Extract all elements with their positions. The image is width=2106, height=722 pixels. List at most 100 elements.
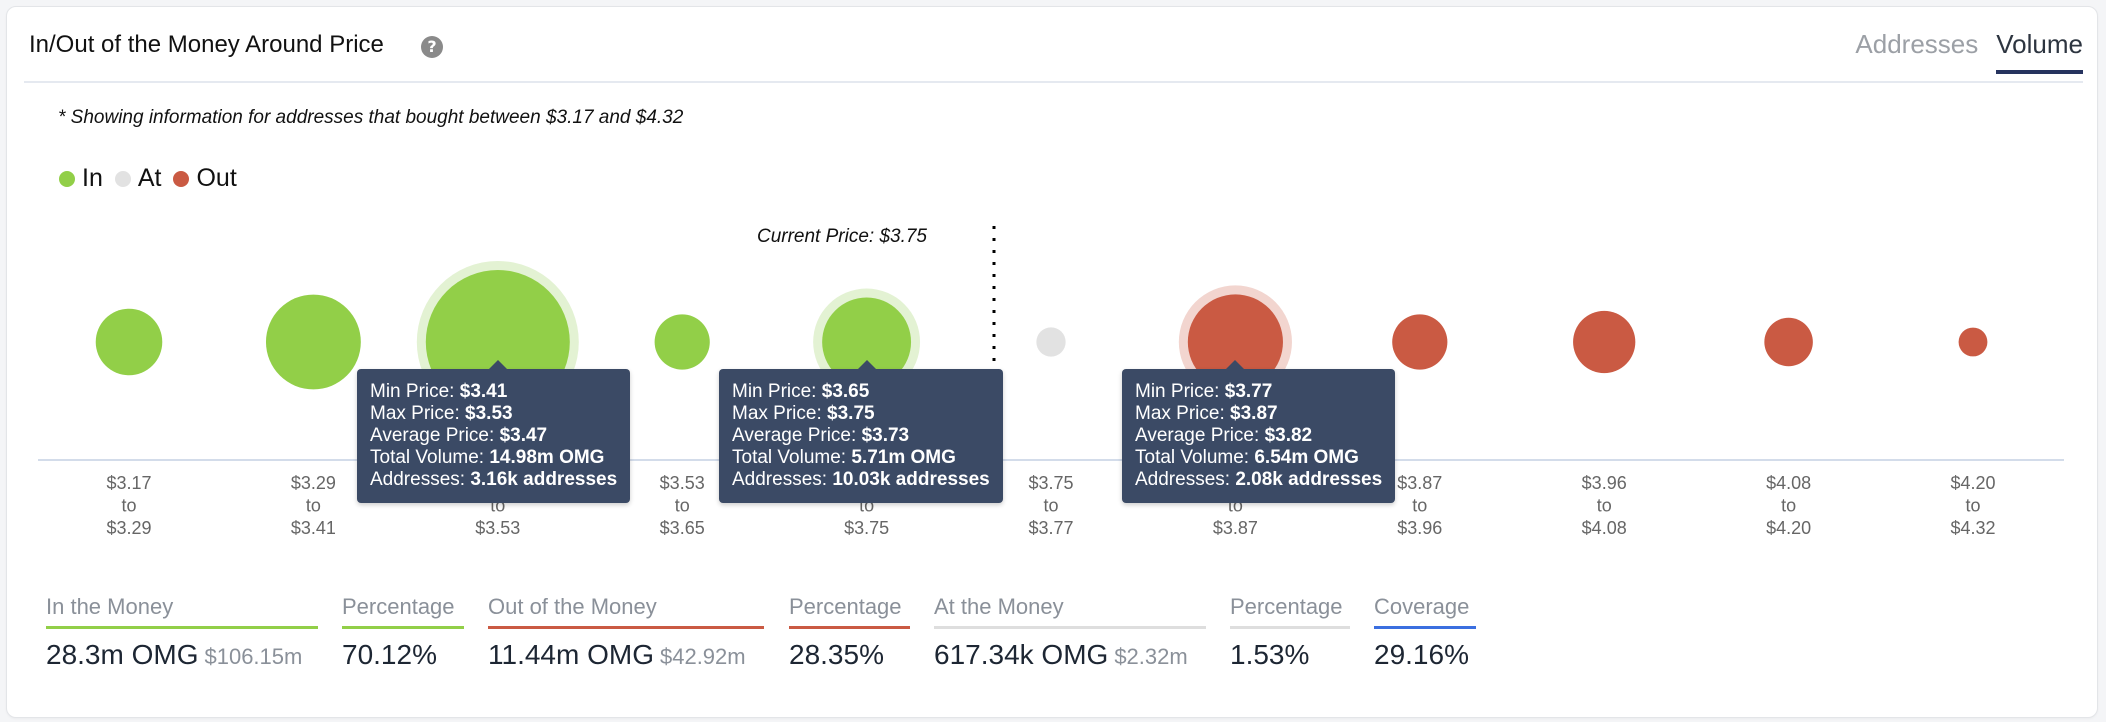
legend-item-at[interactable]: At	[114, 164, 162, 193]
stat-value: 28.35%	[789, 639, 910, 671]
tooltip-row: Total Volume: 5.71m OMG	[732, 447, 990, 469]
stat-value: 70.12%	[342, 639, 464, 671]
tooltip-row: Max Price: $3.87	[1135, 403, 1382, 425]
tooltip-row: Min Price: $3.41	[370, 381, 617, 403]
x-tick-label: $3.29 to $3.41	[291, 473, 336, 538]
bubble-in[interactable]	[654, 314, 710, 370]
tooltip-row-value: $3.65	[821, 381, 870, 402]
stat-percentage: Percentage 1.53%	[1230, 594, 1350, 671]
tooltip-row-value: 6.54m OMG	[1254, 447, 1359, 468]
tooltip-row: Addresses: 2.08k addresses	[1135, 469, 1382, 491]
stat-label: Out of the Money	[488, 594, 764, 629]
legend-dot-out-icon	[173, 170, 190, 187]
chart-legend: In At Out	[59, 164, 237, 193]
tooltip-row-value: $3.73	[861, 425, 910, 446]
stat-label: In the Money	[46, 594, 318, 629]
bubble-out[interactable]	[1958, 327, 1988, 357]
tooltip-row-label: Average Price:	[1135, 425, 1265, 446]
stat-label: At the Money	[934, 594, 1206, 629]
stat-value: 1.53%	[1230, 639, 1350, 671]
tooltip-row: Addresses: 3.16k addresses	[370, 469, 617, 491]
tooltip-row-label: Average Price:	[732, 425, 862, 446]
bubble-tooltip: Min Price: $3.41 Max Price: $3.53 Average …	[357, 369, 631, 503]
stat-usd-value: $42.92m	[659, 644, 746, 669]
stat-value: 617.34k OMG $2.32m	[934, 639, 1206, 671]
bubble-out[interactable]	[1187, 294, 1283, 390]
stat-usd-value: $2.32m	[1114, 644, 1188, 669]
tab-addresses[interactable]: Addresses	[1855, 29, 1979, 59]
bubble-in[interactable]	[95, 308, 163, 376]
bubble-tooltip: Min Price: $3.65 Max Price: $3.75 Average …	[719, 369, 1003, 503]
tab-volume[interactable]: Volume	[1996, 29, 2083, 74]
tooltip-row: Total Volume: 14.98m OMG	[370, 447, 617, 469]
tooltip-row: Average Price: $3.82	[1135, 425, 1382, 447]
legend-label-in: In	[82, 164, 103, 192]
tooltip-row-value: 10.03k addresses	[832, 469, 990, 490]
tooltip-row-label: Max Price:	[732, 403, 828, 424]
question-circle-icon[interactable]: ?	[421, 36, 443, 58]
header-divider	[24, 81, 2083, 83]
tooltip-row-label: Min Price:	[1135, 381, 1225, 402]
tooltip-row-label: Min Price:	[370, 381, 460, 402]
x-tick-label: $3.53 to $3.65	[660, 473, 705, 538]
x-tick-label: $3.17 to $3.29	[106, 473, 151, 538]
legend-label-at: At	[137, 164, 162, 192]
stat-percentage: Percentage 70.12%	[342, 594, 464, 671]
tooltip-row-value: 2.08k addresses	[1235, 469, 1383, 490]
tooltip-row-value: 3.16k addresses	[470, 469, 618, 490]
legend-item-out[interactable]: Out	[173, 164, 237, 193]
bubble-out[interactable]	[1392, 314, 1448, 370]
tooltip-row-value: $3.82	[1264, 425, 1313, 446]
stat-main-value: 70.12%	[342, 639, 437, 670]
stat-main-value: 28.3m OMG	[46, 639, 199, 670]
tooltip-row: Min Price: $3.77	[1135, 381, 1382, 403]
range-note: * Showing information for addresses that…	[58, 107, 684, 128]
stat-main-value: 28.35%	[789, 639, 884, 670]
stat-at-the-money: At the Money 617.34k OMG $2.32m	[934, 594, 1206, 671]
tooltip-row-label: Total Volume:	[370, 447, 490, 468]
stat-label: Percentage	[789, 594, 910, 629]
stat-value: 11.44m OMG $42.92m	[488, 639, 764, 671]
stat-main-value: 617.34k OMG	[934, 639, 1109, 670]
tooltip-row: Addresses: 10.03k addresses	[732, 469, 990, 491]
tooltip-row: Min Price: $3.65	[732, 381, 990, 403]
stat-main-value: 29.16%	[1374, 639, 1469, 670]
tooltip-row-value: $3.41	[459, 381, 508, 402]
bubble-at[interactable]	[1036, 327, 1066, 357]
stat-main-value: 11.44m OMG	[488, 639, 654, 670]
stat-out-of-the-money: Out of the Money 11.44m OMG $42.92m	[488, 594, 764, 671]
tooltip-row-value: $3.53	[465, 403, 513, 424]
tooltip-row-value: $3.87	[1230, 403, 1278, 424]
bubble-in[interactable]	[822, 297, 912, 387]
tooltip-row: Total Volume: 6.54m OMG	[1135, 447, 1382, 469]
stat-percentage: Percentage 28.35%	[789, 594, 910, 671]
tooltip-row-label: Addresses:	[370, 469, 471, 490]
x-tick-label: $3.96 to $4.08	[1582, 473, 1627, 538]
tooltip-row-value: $3.77	[1224, 381, 1273, 402]
stat-label: Percentage	[342, 594, 464, 629]
stat-label: Percentage	[1230, 594, 1350, 629]
tooltip-row: Max Price: $3.75	[732, 403, 990, 425]
bubble-in[interactable]	[265, 294, 361, 390]
tooltip-row-value: 14.98m OMG	[489, 447, 605, 468]
tooltip-row-value: 5.71m OMG	[851, 447, 956, 468]
legend-item-in[interactable]: In	[59, 164, 103, 193]
stat-value: 29.16%	[1374, 639, 1476, 671]
bubble-out[interactable]	[1573, 310, 1636, 374]
tooltip-row-label: Addresses:	[732, 469, 833, 490]
tooltip-row: Average Price: $3.47	[370, 425, 617, 447]
legend-dot-in-icon	[59, 170, 75, 187]
card-title: In/Out of the Money Around Price	[29, 31, 384, 58]
tooltip-row: Max Price: $3.53	[370, 403, 617, 425]
legend-dot-at-icon	[114, 170, 131, 187]
tooltip-row-label: Max Price:	[370, 403, 466, 424]
tooltip-row-value: $3.47	[499, 425, 548, 446]
x-tick-label: $3.75 to $3.77	[1028, 473, 1073, 538]
tooltip-row-label: Total Volume:	[1135, 447, 1255, 468]
stat-value: 28.3m OMG $106.15m	[46, 639, 318, 671]
stat-in-the-money: In the Money 28.3m OMG $106.15m	[46, 594, 318, 671]
legend-label-out: Out	[196, 164, 237, 192]
tooltip-row-value: $3.75	[827, 403, 875, 424]
x-tick-label: $3.87 to $3.96	[1397, 473, 1442, 538]
bubble-out[interactable]	[1764, 317, 1813, 367]
